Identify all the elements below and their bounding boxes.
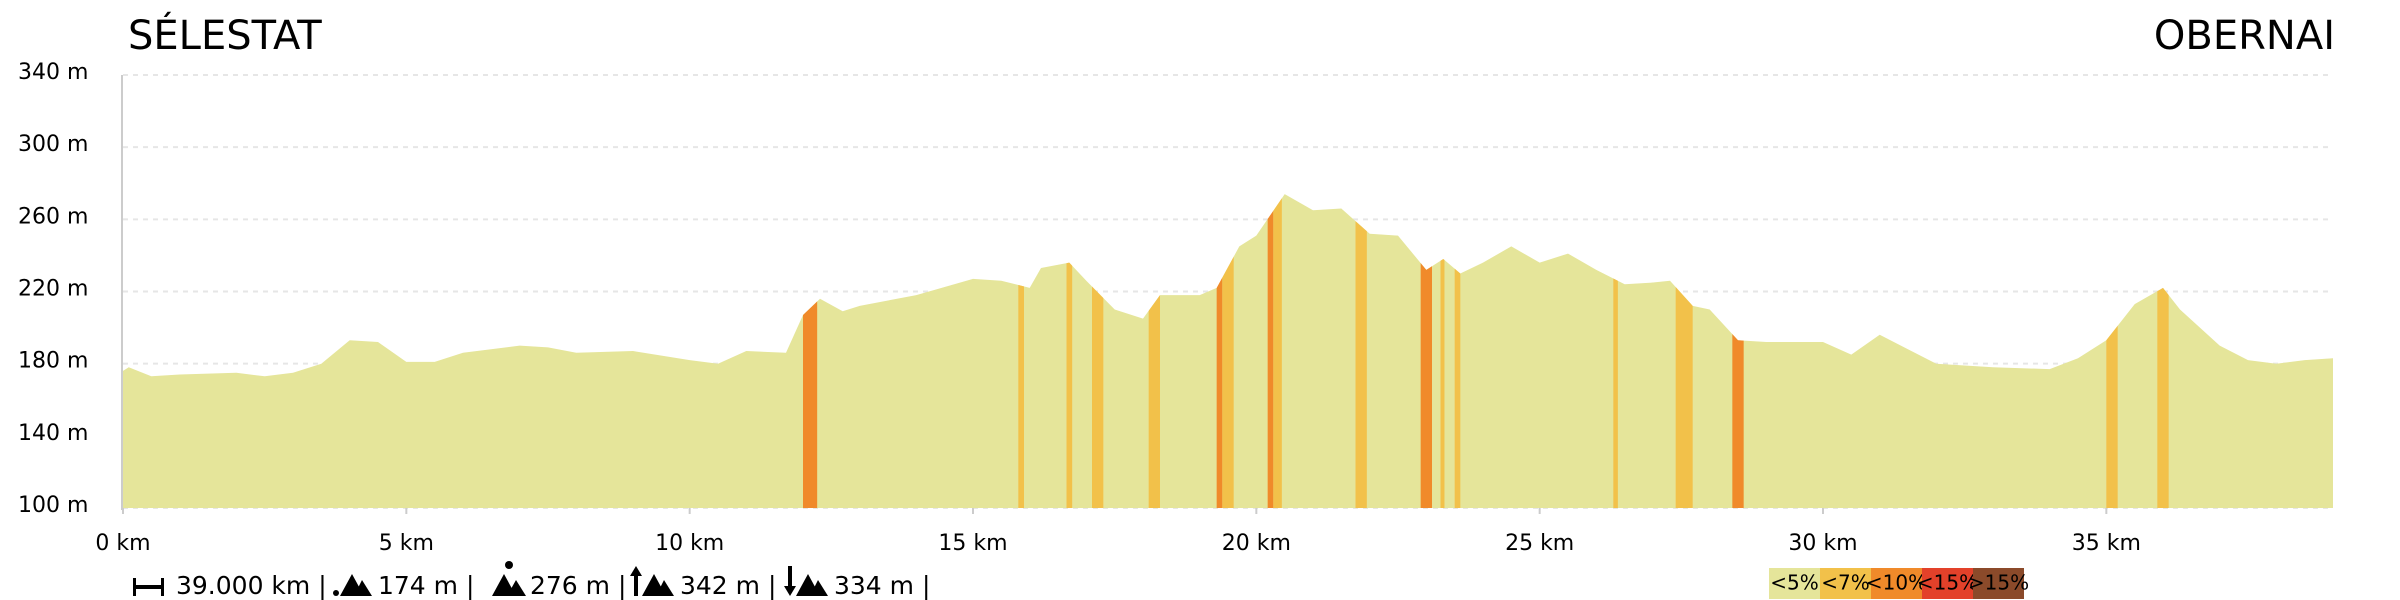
grade-section: [1440, 194, 1445, 508]
legend-swatch: [1820, 568, 1871, 599]
x-tick-label: 0 km: [95, 531, 150, 556]
legend-label: <10%: [1866, 571, 1927, 595]
grade-section: [1732, 194, 1744, 508]
stat-text: 276 m |: [530, 571, 626, 600]
y-tick-label: 100 m: [18, 493, 88, 518]
x-tick-label: 35 km: [2072, 531, 2141, 556]
legend-swatch: [1922, 568, 1973, 599]
legend-label: <7%: [1821, 571, 1870, 595]
chart-title-right: OBERNAI: [2154, 13, 2335, 59]
legend-swatch: [1769, 568, 1820, 599]
grade-section: [1420, 194, 1432, 508]
x-tick-label: 10 km: [655, 531, 724, 556]
y-tick-label: 300 m: [18, 132, 88, 157]
y-tick-label: 140 m: [18, 421, 88, 446]
grade-section: [1018, 194, 1024, 508]
chart-title: SÉLESTAT: [128, 11, 322, 59]
x-tick-label: 20 km: [1222, 531, 1291, 556]
min-elevation-icon: [333, 574, 372, 596]
max-elevation-icon: [492, 561, 526, 596]
ascent-icon: [630, 566, 674, 596]
stat-text: 334 m |: [834, 571, 930, 600]
x-tick-label: 5 km: [379, 531, 434, 556]
x-tick-label: 15 km: [938, 531, 1007, 556]
x-tick-label: 30 km: [1788, 531, 1857, 556]
grade-section: [1066, 194, 1073, 508]
grade-section: [1267, 194, 1274, 508]
grade-section: [1222, 194, 1234, 508]
stat-text: 342 m |: [680, 571, 776, 600]
grade-section: [1092, 194, 1104, 508]
grade-section: [1273, 194, 1282, 508]
legend-label: >15%: [1968, 571, 2029, 595]
legend-label: <5%: [1770, 571, 1819, 595]
stats: [133, 561, 828, 596]
grade-section: [1148, 194, 1160, 508]
grade-section: [1216, 194, 1223, 508]
y-tick-label: 260 m: [18, 204, 88, 229]
grade-section: [2157, 194, 2169, 508]
grade-section: [1454, 194, 1461, 508]
y-tick-label: 180 m: [18, 349, 88, 374]
y-tick-label: 220 m: [18, 277, 88, 302]
legend-label: <15%: [1917, 571, 1978, 595]
grade-section: [1613, 194, 1618, 508]
grade-section: [2106, 194, 2118, 508]
descent-icon: [784, 566, 828, 596]
stat-text: 174 m |: [378, 571, 474, 600]
legend-swatch: [1973, 568, 2024, 599]
stat-text: 39.000 km |: [176, 571, 327, 600]
distance-icon: [133, 578, 164, 596]
y-tick-label: 340 m: [18, 60, 88, 85]
legend-swatch: [1871, 568, 1922, 599]
x-tick-label: 25 km: [1505, 531, 1574, 556]
grade-section: [1355, 194, 1367, 508]
